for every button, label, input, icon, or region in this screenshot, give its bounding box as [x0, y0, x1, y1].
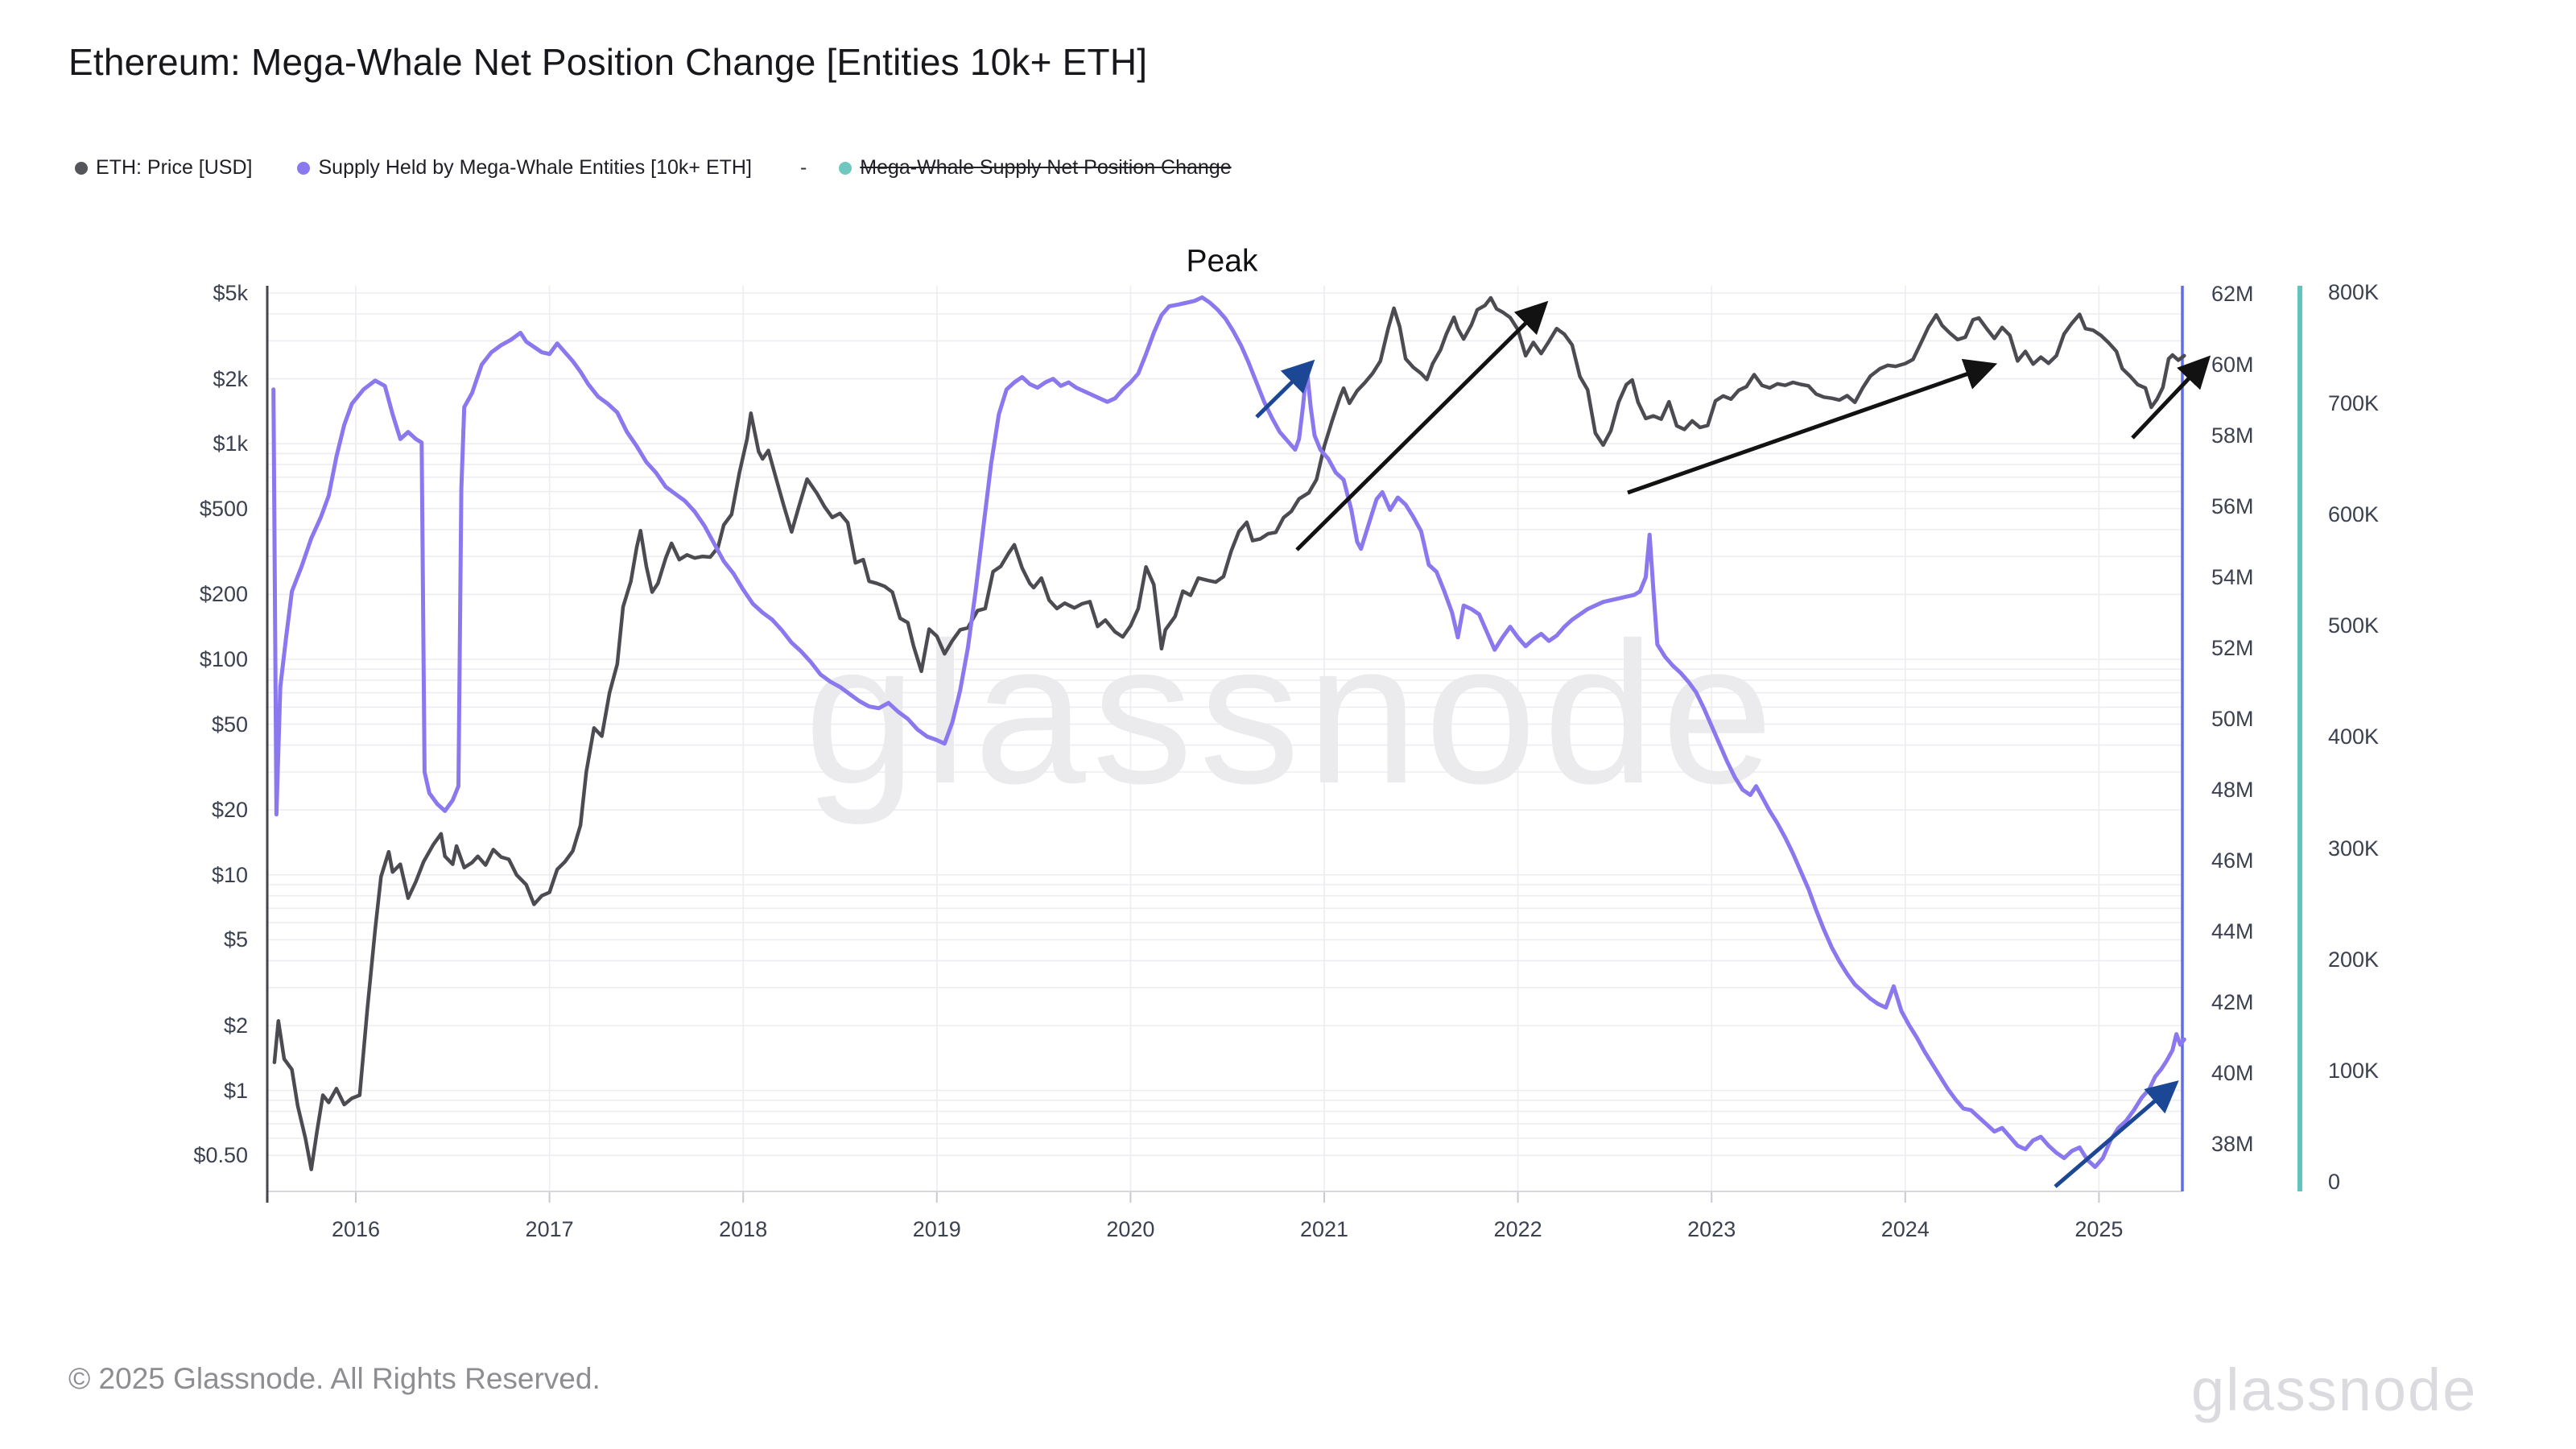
supply-tick-label: 48M	[2211, 778, 2254, 802]
netpos-tick-label: 0	[2328, 1169, 2341, 1194]
annotation-arrow	[2131, 355, 2211, 440]
year-tick-label: 2025	[2074, 1217, 2124, 1241]
supply-tick-label: 50M	[2211, 707, 2254, 731]
price-tick-label: $1	[223, 1078, 248, 1103]
peak-annotation: Peak	[1186, 244, 1258, 279]
year-tick-label: 2018	[719, 1217, 768, 1241]
annotation-arrow	[1295, 300, 1549, 551]
legend-label: Mega-Whale Supply Net Position Change	[860, 156, 1232, 179]
price-tick-label: $5	[223, 927, 248, 952]
legend-item[interactable]: ETH: Price [USD]	[75, 156, 252, 180]
legend-dot	[297, 161, 311, 175]
year-tick-label: 2024	[1880, 1217, 1930, 1241]
supply-line	[271, 295, 2186, 1170]
netpos-tick-label: 200K	[2328, 947, 2380, 972]
netpos-tick-label: 100K	[2328, 1058, 2380, 1083]
price-tick-label: $100	[199, 646, 248, 671]
price-tick-label: $50	[211, 712, 248, 737]
supply-tick-label: 46M	[2211, 848, 2254, 873]
price-tick-label: $500	[199, 496, 248, 521]
legend-label: ETH: Price [USD]	[96, 156, 253, 179]
price-tick-label: $1k	[213, 431, 248, 456]
netpos-tick-label: 500K	[2328, 613, 2380, 638]
legend-item[interactable]: Mega-Whale Supply Net Position Change	[839, 156, 1232, 180]
supply-tick-label: 52M	[2211, 636, 2254, 660]
netpos-tick-label: 600K	[2328, 502, 2380, 527]
netpos-tick-label: 700K	[2328, 391, 2380, 416]
price-tick-label: $5k	[213, 281, 248, 305]
netpos-tick-label: 400K	[2328, 724, 2380, 749]
year-tick-label: 2023	[1687, 1217, 1736, 1241]
legend-dot	[75, 161, 88, 175]
year-tick-label: 2016	[331, 1217, 381, 1241]
supply-tick-label: 44M	[2211, 919, 2254, 943]
chart-title: Ethereum: Mega-Whale Net Position Change…	[68, 41, 1148, 83]
year-tick-label: 2021	[1299, 1217, 1349, 1241]
legend: ETH: Price [USD] Supply Held by Mega-Whal…	[75, 156, 1277, 180]
annotation-arrow	[1627, 358, 1998, 495]
price-line	[272, 295, 2186, 1171]
supply-tick-label: 56M	[2211, 494, 2254, 518]
legend-item[interactable]: Supply Held by Mega-Whale Entities [10k+…	[297, 156, 752, 180]
supply-tick-label: 38M	[2211, 1132, 2254, 1156]
supply-tick-label: 62M	[2211, 282, 2254, 306]
year-tick-label: 2022	[1493, 1217, 1542, 1241]
year-tick-label: 2017	[525, 1217, 574, 1241]
annotation-arrow	[1255, 359, 1315, 419]
price-tick-label: $2	[223, 1013, 248, 1038]
supply-tick-label: 42M	[2211, 990, 2254, 1014]
supply-tick-label: 54M	[2211, 565, 2254, 589]
copyright-text: © 2025 Glassnode. All Rights Reserved.	[68, 1362, 601, 1395]
price-tick-label: $200	[199, 582, 248, 607]
supply-tick-label: 58M	[2211, 423, 2254, 448]
legend-dot	[839, 161, 852, 175]
legend-label: Supply Held by Mega-Whale Entities [10k+…	[318, 156, 752, 179]
price-tick-label: $0.50	[193, 1143, 248, 1168]
glassnode-logo: glassnode	[2191, 1356, 2478, 1423]
glassnode-watermark: glassnode	[804, 601, 1780, 825]
price-tick-label: $20	[211, 798, 248, 823]
year-tick-label: 2019	[912, 1217, 961, 1241]
netpos-tick-label: 300K	[2328, 836, 2380, 861]
netpos-tick-label: 800K	[2328, 280, 2380, 304]
annotation-arrow	[2054, 1080, 2179, 1188]
supply-tick-label: 40M	[2211, 1061, 2254, 1085]
supply-tick-label: 60M	[2211, 353, 2254, 377]
legend-separator: -	[799, 156, 807, 179]
price-tick-label: $10	[211, 862, 248, 887]
year-tick-label: 2020	[1106, 1217, 1155, 1241]
price-tick-label: $2k	[213, 366, 248, 391]
